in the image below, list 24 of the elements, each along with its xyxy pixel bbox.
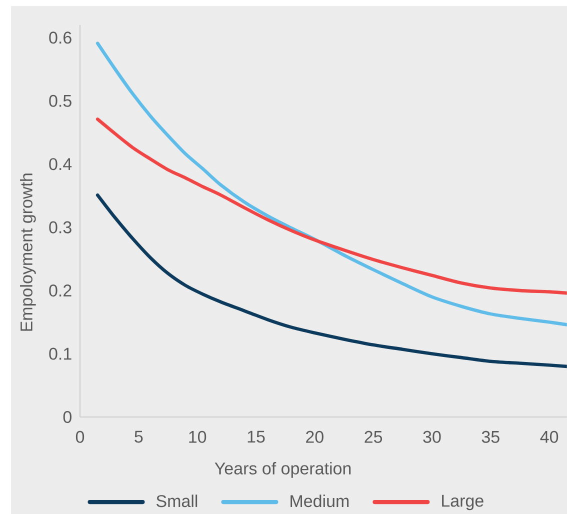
x-axis-title: Years of operation [214, 462, 351, 478]
legend-label: Large [442, 494, 484, 510]
x-tick-label: 10 [189, 430, 206, 443]
x-tick-label: 20 [306, 430, 324, 443]
y-tick-label: 0.6 [49, 32, 72, 44]
y-tick-label: 0.5 [49, 94, 72, 107]
x-tick-label: 40 [540, 430, 558, 443]
y-tick-label: 0 [63, 410, 72, 424]
x-tick-label: 25 [364, 430, 382, 443]
x-tick-label: 30 [423, 430, 441, 443]
y-tick-label: 0.2 [49, 284, 72, 297]
x-tick-label: 35 [482, 430, 500, 443]
legend-label: Small [156, 494, 198, 508]
y-tick-label: 0.1 [49, 348, 72, 360]
line-series [96, 193, 567, 368]
x-tick-label: 5 [134, 430, 143, 443]
line-series [96, 42, 567, 326]
line-series [96, 118, 567, 295]
y-tick-label: 0.4 [49, 158, 72, 170]
x-tick-label: 15 [248, 430, 265, 443]
legend-label: Medium [290, 494, 349, 508]
x-tick-label: 0 [76, 430, 84, 443]
y-tick-label: 0.3 [49, 221, 72, 234]
y-axis-title: Empoloyment growth [20, 174, 36, 331]
